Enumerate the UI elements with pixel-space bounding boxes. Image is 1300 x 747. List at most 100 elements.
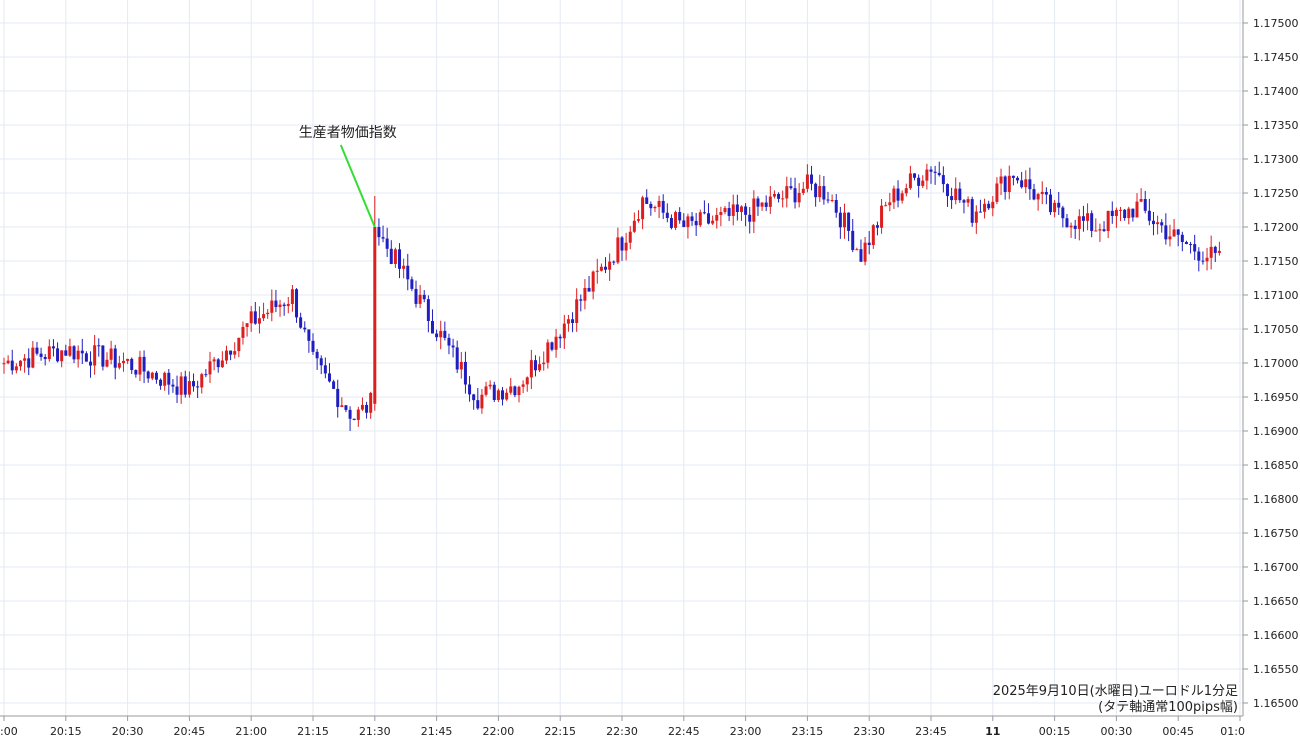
candle-body bbox=[1193, 244, 1197, 252]
candle-body bbox=[566, 319, 570, 324]
candle-body bbox=[698, 212, 702, 226]
candle-body bbox=[517, 386, 521, 396]
candle-body bbox=[867, 242, 871, 246]
candle-body bbox=[39, 353, 43, 357]
y-tick-label: 1.17250 bbox=[1253, 187, 1299, 200]
candle-body bbox=[962, 200, 966, 203]
candle-body bbox=[459, 361, 463, 370]
annotation-label: 生産者物価指数 bbox=[299, 125, 397, 141]
candle-body bbox=[624, 242, 628, 251]
candle-body bbox=[323, 365, 327, 374]
candle-body bbox=[1098, 229, 1102, 231]
candle-body bbox=[1110, 210, 1114, 217]
candle-body bbox=[422, 294, 426, 300]
candle-body bbox=[1053, 202, 1057, 213]
candle-body bbox=[142, 356, 146, 372]
candle-body bbox=[286, 303, 290, 307]
candle-body bbox=[1106, 210, 1110, 232]
labels: 1.17500 1.17450 1.17400 1.17350 1.17300 1.172… bbox=[0, 17, 1299, 738]
candle-body bbox=[608, 261, 612, 270]
candle-body bbox=[739, 206, 743, 212]
candle-body bbox=[183, 376, 187, 395]
candle-body bbox=[327, 373, 331, 382]
candle-body bbox=[983, 203, 987, 212]
candle-body bbox=[521, 384, 525, 387]
axes bbox=[0, 0, 1248, 721]
candle-body bbox=[192, 381, 196, 387]
candle-body bbox=[937, 172, 941, 176]
candle-body bbox=[904, 188, 908, 194]
candle-body bbox=[315, 351, 319, 359]
candle-body bbox=[636, 219, 640, 221]
candle-body bbox=[1180, 234, 1184, 242]
y-tick-label: 1.16650 bbox=[1253, 595, 1299, 608]
y-tick-label: 1.16800 bbox=[1253, 493, 1299, 506]
candle-body bbox=[665, 212, 669, 218]
candle-body bbox=[999, 176, 1003, 184]
candle-body bbox=[303, 327, 307, 330]
candle-body bbox=[18, 360, 22, 367]
candle-body bbox=[1044, 191, 1048, 195]
candle-body bbox=[1189, 244, 1193, 246]
candle-body bbox=[748, 214, 752, 222]
candle-body bbox=[562, 323, 566, 339]
x-tick-label: 00:15 bbox=[1039, 725, 1071, 738]
candle-body bbox=[966, 199, 970, 203]
candle-body bbox=[1036, 194, 1040, 200]
candle-body bbox=[908, 173, 912, 189]
candle-body bbox=[64, 350, 68, 356]
candle-body bbox=[1217, 250, 1221, 253]
candle-body bbox=[772, 193, 776, 197]
candle-body bbox=[121, 360, 125, 364]
candle-body bbox=[822, 186, 826, 200]
candle-body bbox=[480, 394, 484, 409]
candle-body bbox=[954, 188, 958, 201]
candle-body bbox=[604, 266, 608, 270]
x-tick-label: 22:30 bbox=[606, 725, 638, 738]
candle-body bbox=[657, 201, 661, 208]
y-tick-label: 1.17450 bbox=[1253, 51, 1299, 64]
candle-body bbox=[496, 390, 500, 400]
candle-body bbox=[1020, 180, 1024, 188]
y-tick-label: 1.17100 bbox=[1253, 289, 1299, 302]
candle-body bbox=[896, 188, 900, 201]
candle-body bbox=[744, 206, 748, 215]
candle-body bbox=[591, 271, 595, 292]
candle-body bbox=[661, 201, 665, 213]
candle-body bbox=[1197, 251, 1201, 261]
candle-body bbox=[1069, 225, 1073, 228]
candle-body bbox=[113, 348, 117, 368]
candle-body bbox=[814, 183, 818, 198]
x-tick-label: 21:00 bbox=[235, 725, 267, 738]
candle-body bbox=[270, 300, 274, 313]
candle-body bbox=[711, 220, 715, 224]
y-tick-label: 1.16500 bbox=[1253, 697, 1299, 710]
candle-body bbox=[694, 220, 698, 226]
candle-body bbox=[389, 248, 393, 264]
candle-body bbox=[6, 360, 10, 364]
candle-body bbox=[785, 186, 789, 199]
candle-body bbox=[859, 249, 863, 262]
candle-body bbox=[1040, 191, 1044, 195]
candle-body bbox=[719, 212, 723, 215]
candle-body bbox=[735, 204, 739, 212]
candle-body bbox=[484, 386, 488, 395]
candle-body bbox=[146, 371, 150, 379]
candle-body bbox=[468, 384, 472, 395]
candle-body bbox=[978, 211, 982, 213]
candle-body bbox=[410, 279, 414, 289]
candle-body bbox=[513, 386, 517, 396]
candle-body bbox=[1205, 257, 1209, 262]
candle-body bbox=[451, 345, 455, 348]
candle-body bbox=[987, 203, 991, 209]
y-tick-label: 1.17200 bbox=[1253, 221, 1299, 234]
candle-body bbox=[435, 333, 439, 338]
candle-body bbox=[781, 198, 785, 200]
y-tick-label: 1.16750 bbox=[1253, 527, 1299, 540]
y-tick-label: 1.16900 bbox=[1253, 425, 1299, 438]
candles bbox=[2, 161, 1221, 431]
x-tick-label: 23:45 bbox=[915, 725, 947, 738]
candle-body bbox=[385, 238, 389, 249]
candle-body bbox=[1123, 209, 1127, 219]
candle-body bbox=[492, 384, 496, 400]
